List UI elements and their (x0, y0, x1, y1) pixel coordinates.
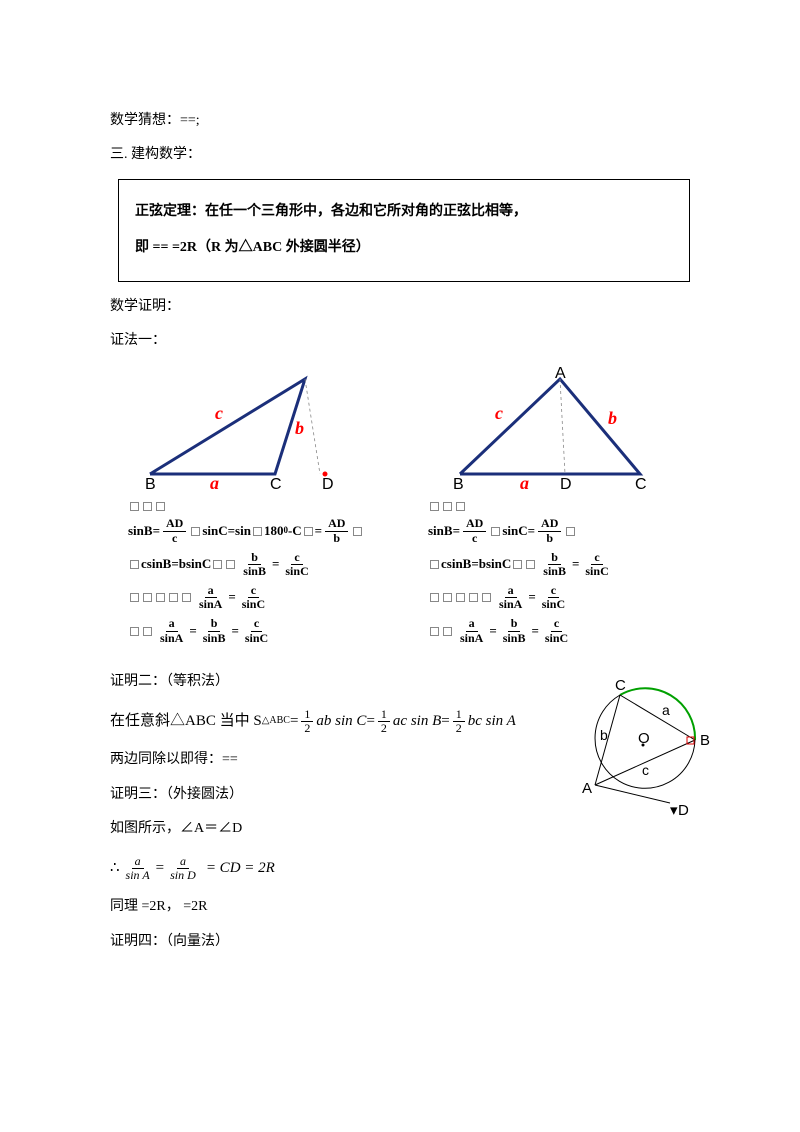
svg-text:b: b (600, 727, 608, 743)
triangle-obtuse: B C D a b c (120, 364, 380, 494)
circumcircle-figure: C B A ▾ D O a b c (560, 665, 730, 825)
svg-text:D: D (560, 476, 572, 493)
label-b: b (295, 418, 304, 438)
label-a: a (210, 473, 219, 493)
proof1-label: 证法一： (110, 330, 690, 352)
theorem-box: 正弦定理：在任一个三角形中，各边和它所对角的正弦比相等， 即 == =2R（R … (118, 179, 690, 282)
proof-label: 数学证明： (110, 296, 690, 318)
svg-text:D: D (322, 476, 334, 493)
svg-text:C: C (270, 476, 282, 493)
proof1-figures: B C D a b c sinB= ADc sinC=sin 1800-C = … (110, 364, 690, 651)
svg-text:D: D (678, 802, 689, 819)
theorem-line1: 正弦定理：在任一个三角形中，各边和它所对角的正弦比相等， (135, 194, 673, 230)
svg-text:B: B (453, 476, 464, 493)
label-c: c (215, 403, 223, 423)
svg-text:A: A (555, 365, 566, 382)
theorem-line2: 即 == =2R（R 为△ABC 外接圆半径） (135, 230, 673, 266)
math-left: sinB= ADc sinC=sin 1800-C = ADb csinB=bs… (110, 502, 390, 645)
svg-text:B: B (700, 732, 710, 749)
proof3-equation: ∴ asin A = asin D = CD = 2R (110, 852, 690, 884)
svg-text:C: C (615, 677, 626, 694)
math-right: sinB= ADc sinC= ADb csinB=bsinC bsinB = … (410, 502, 690, 645)
proof1-left-col: B C D a b c sinB= ADc sinC=sin 1800-C = … (110, 364, 390, 651)
svg-text:▾: ▾ (670, 802, 678, 819)
svg-text:c: c (495, 403, 503, 423)
triangle-acute: A B C D a b c (420, 364, 680, 494)
svg-text:a: a (520, 473, 529, 493)
svg-text:C: C (635, 476, 647, 493)
svg-text:b: b (608, 408, 617, 428)
proof2-block: C B A ▾ D O a b c 证明二：（等积法） 在任意斜△ABC 当中 … (110, 671, 690, 953)
conjecture-line: 数学猜想：==; (110, 110, 690, 132)
svg-text:B: B (145, 476, 156, 493)
proof1-right-col: A B C D a b c sinB= ADc sinC= ADb csinB=… (410, 364, 690, 651)
svg-text:A: A (582, 780, 592, 797)
proof4-title: 证明四：（向量法） (110, 931, 690, 953)
proof3-l3: 同理 =2R， =2R (110, 896, 690, 918)
section-heading: 三. 建构数学： (110, 144, 690, 166)
svg-text:a: a (662, 702, 670, 718)
svg-text:c: c (642, 762, 649, 778)
